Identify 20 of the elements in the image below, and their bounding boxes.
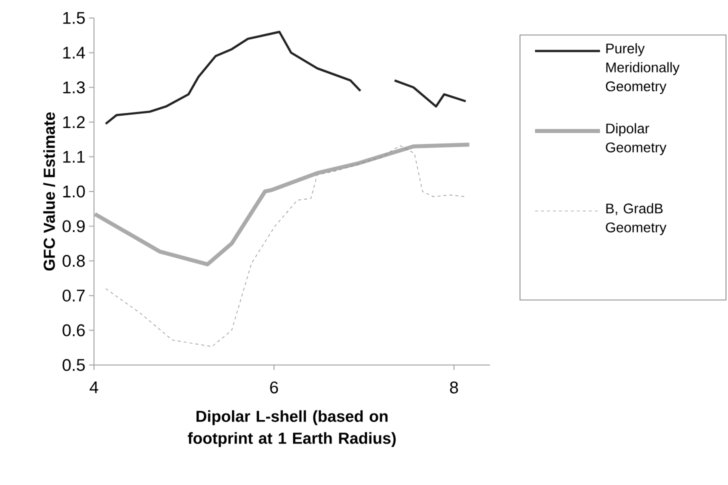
y-tick-label: 1.2: [63, 116, 85, 128]
y-axis-title: GFC Value / Estimate: [43, 112, 56, 271]
x-axis-title: Dipolar L-shell (based on footprint at 1 Earth Radius): [188, 410, 396, 448]
legend-label: Purely Meridionally Geometry: [606, 43, 680, 94]
y-tick-label: 1.4: [63, 46, 86, 59]
legend-label: Dipolar Geometry: [606, 123, 666, 156]
y-tick-label: 1.3: [63, 81, 85, 94]
y-tick-label: 1.0: [63, 185, 85, 198]
y-tick-label: 1.5: [63, 12, 85, 24]
y-tick-label: 0.6: [62, 324, 85, 336]
x-tick-label: 4: [90, 381, 98, 394]
y-tick-label: 1.1: [63, 150, 85, 163]
line-series: [105, 145, 466, 347]
x-tick-label: 6: [270, 381, 278, 394]
y-tick-label: 0.8: [62, 254, 85, 267]
y-tick-label: 0.9: [62, 220, 85, 232]
legend-label: B, GradB Geometry: [606, 203, 666, 236]
y-tick-label: 0.7: [62, 290, 85, 302]
y-tick-label: 0.5: [62, 358, 85, 371]
x-tick-label: 8: [450, 381, 458, 394]
